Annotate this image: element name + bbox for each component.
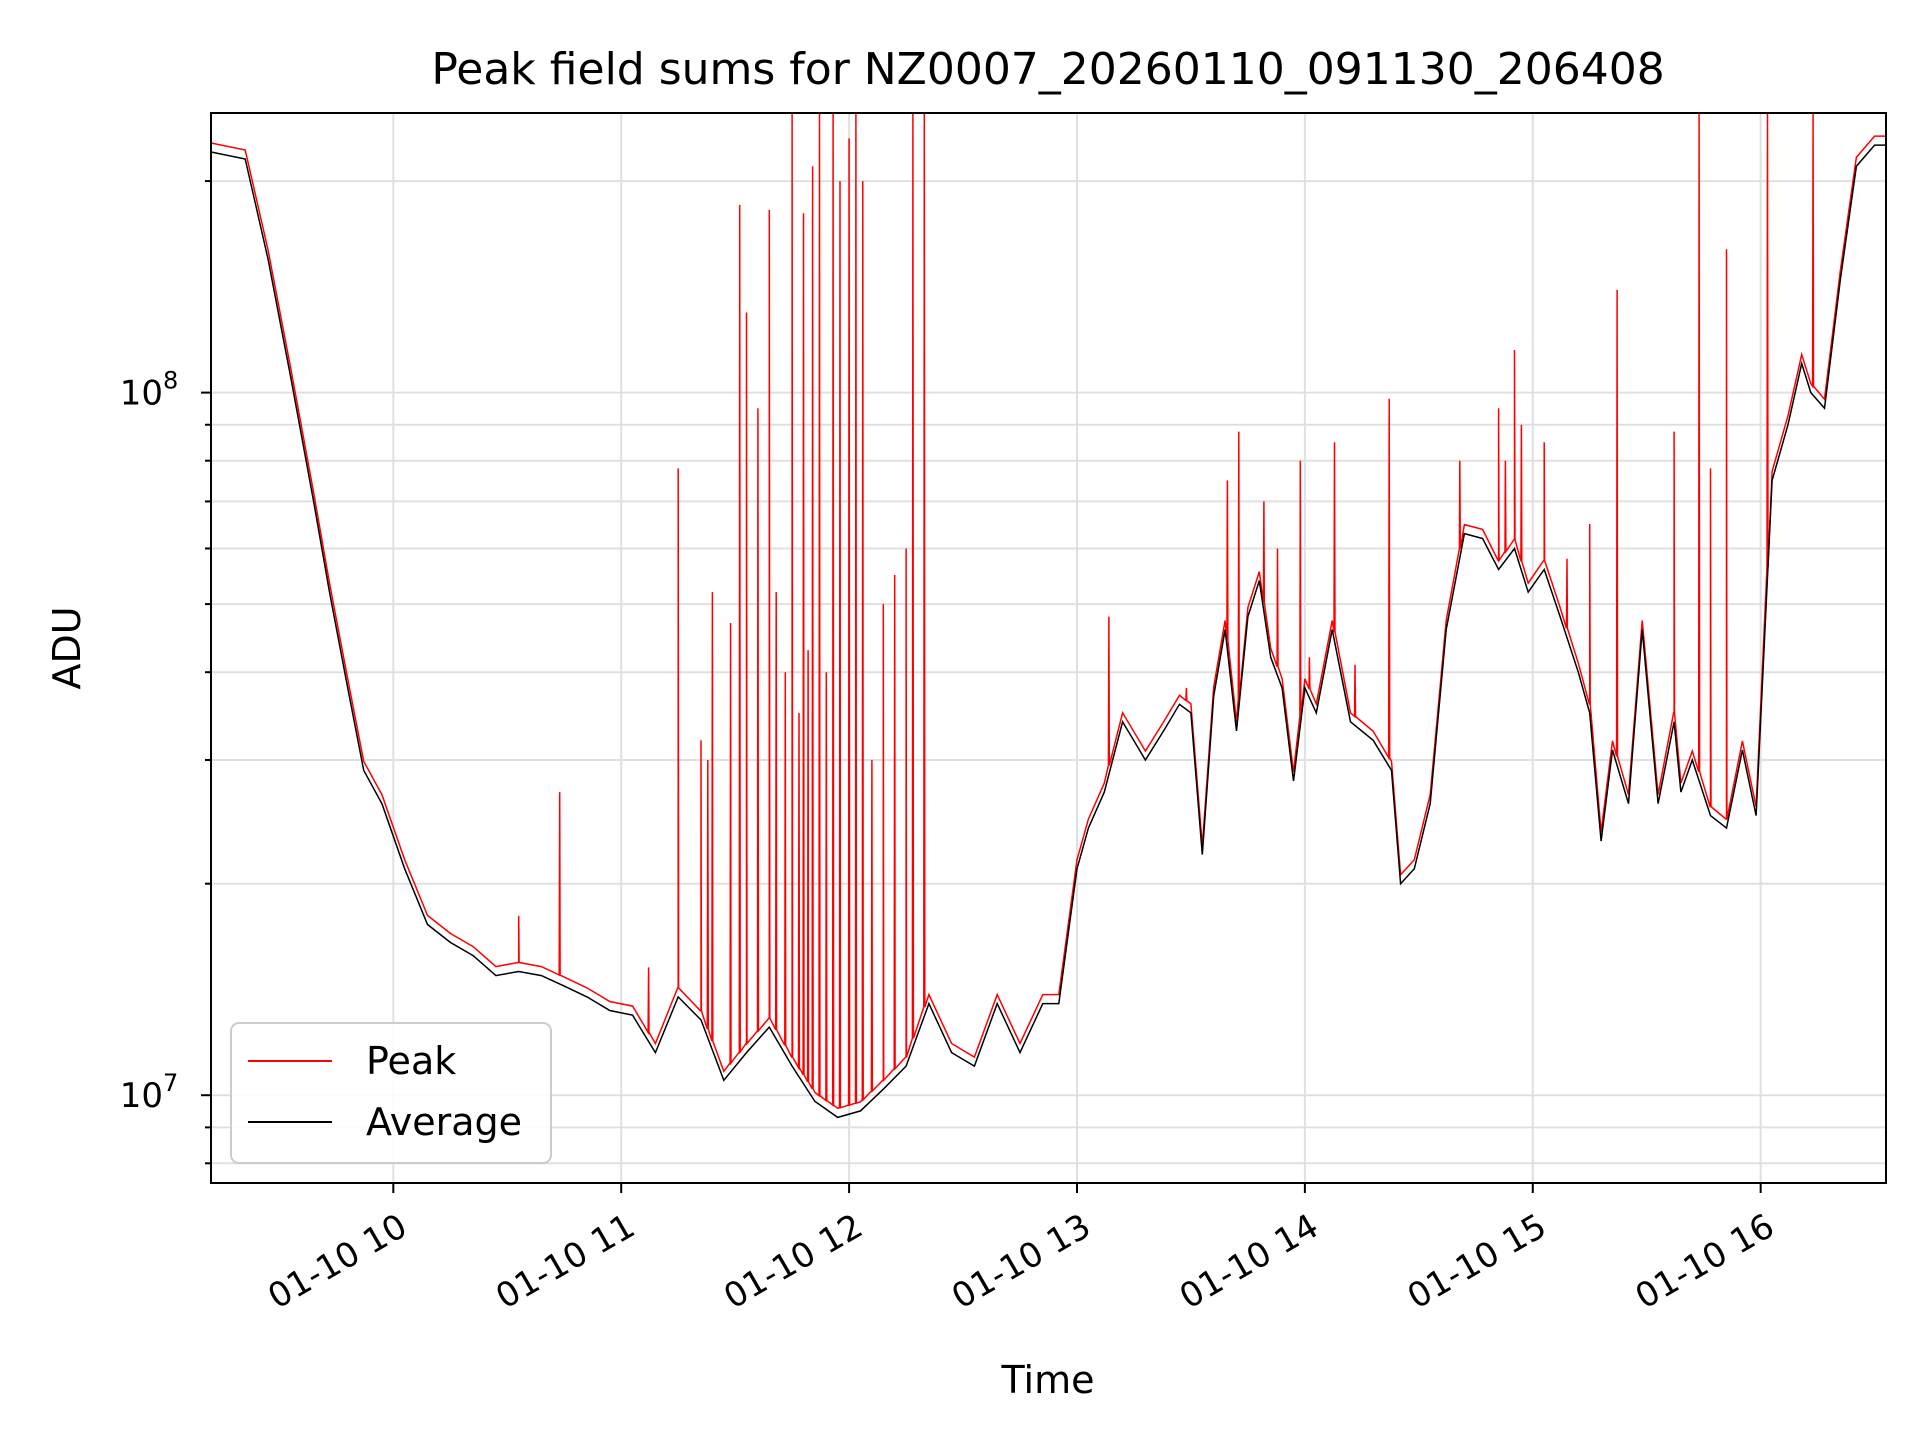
legend-box — [230, 1022, 552, 1164]
legend: Peak Average — [230, 1022, 552, 1164]
y-tick-label: 107 — [120, 1069, 179, 1116]
series-layer — [211, 113, 1886, 1119]
average-series-line — [211, 144, 1886, 1119]
x-axis-label: Time — [1001, 1358, 1095, 1402]
legend-peak-label: Peak — [366, 1039, 456, 1083]
legend-average-label: Average — [366, 1100, 522, 1144]
y-axis-label: ADU — [45, 606, 89, 689]
plot-frame — [210, 112, 1887, 1184]
grid-lines — [211, 113, 1886, 1183]
chart-title: Peak field sums for NZ0007_20260110_0911… — [431, 44, 1664, 95]
y-tick-label: 108 — [120, 367, 179, 414]
peak-series-line — [211, 113, 1886, 1110]
